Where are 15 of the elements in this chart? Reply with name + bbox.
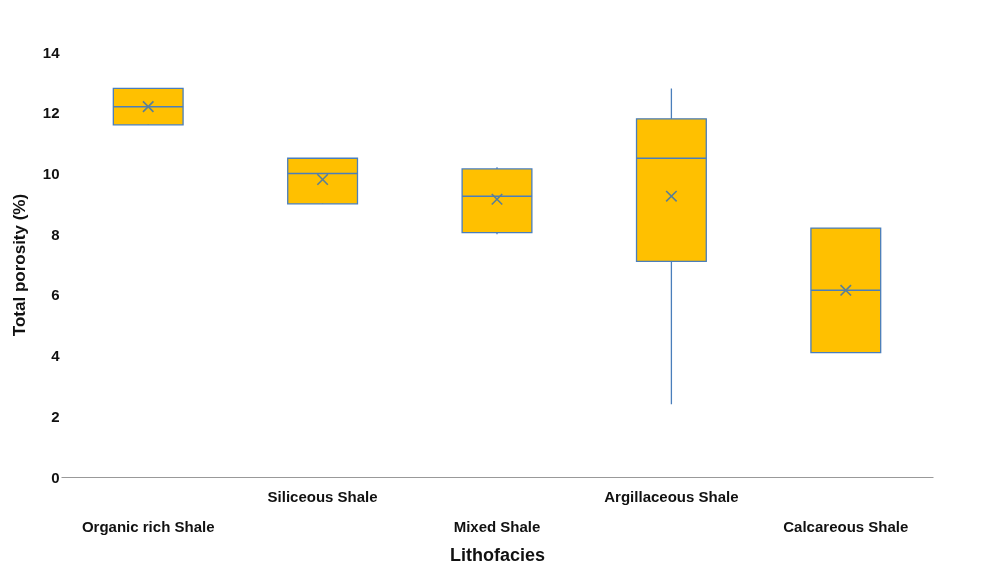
x-tick-label: Calcareous Shale — [783, 517, 909, 535]
x-tick-label: Argillaceous Shale — [604, 487, 739, 505]
y-axis-title: Total porosity (%) — [9, 193, 29, 337]
y-tick-label: 6 — [51, 286, 60, 304]
y-tick-label: 2 — [51, 407, 60, 425]
y-tick-label: 0 — [51, 468, 60, 486]
y-tick-label: 12 — [42, 104, 60, 122]
x-tick-label: Mixed Shale — [453, 517, 541, 535]
x-axis-title: Lithofacies — [449, 544, 546, 565]
y-tick-label: 4 — [51, 347, 61, 365]
x-tick-label: Siliceous Shale — [267, 487, 378, 505]
x-tick-label: Organic rich Shale — [81, 517, 215, 535]
y-tick-label: 14 — [42, 43, 61, 61]
y-tick-label: 10 — [42, 164, 60, 182]
y-tick-label: 8 — [51, 225, 60, 243]
